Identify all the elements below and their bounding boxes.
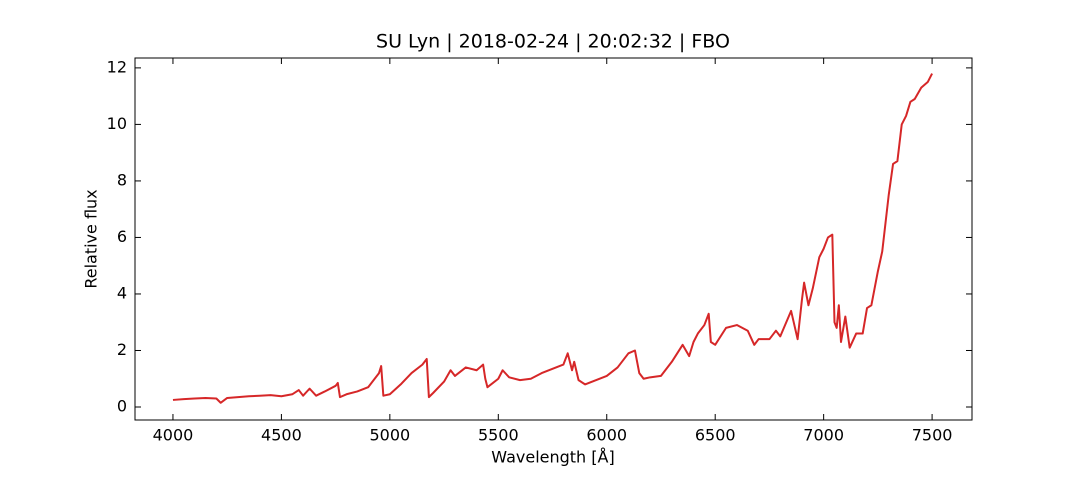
y-tick-label: 0	[117, 397, 127, 416]
y-tick-label: 12	[107, 57, 127, 76]
x-tick-label: 6000	[586, 426, 627, 445]
y-tick-label: 2	[117, 340, 127, 359]
spectrum-line	[172, 73, 933, 404]
y-tick-label: 8	[117, 170, 127, 189]
y-tick-label: 6	[117, 227, 127, 246]
x-tick-label: 5500	[478, 426, 519, 445]
x-tick-label: 4000	[153, 426, 194, 445]
y-tick-label: 10	[107, 114, 127, 133]
x-tick-label: 7000	[803, 426, 844, 445]
y-tick-label: 4	[117, 283, 127, 302]
y-axis-label: Relative flux	[82, 189, 101, 288]
x-tick-label: 6500	[695, 426, 736, 445]
x-tick-label: 7500	[912, 426, 953, 445]
plot-frame	[134, 57, 973, 421]
chart-title: SU Lyn | 2018-02-24 | 20:02:32 | FBO	[376, 31, 730, 53]
x-tick-label: 5000	[369, 426, 410, 445]
x-tick-label: 4500	[261, 426, 302, 445]
x-axis-label: Wavelength [Å]	[491, 448, 614, 467]
